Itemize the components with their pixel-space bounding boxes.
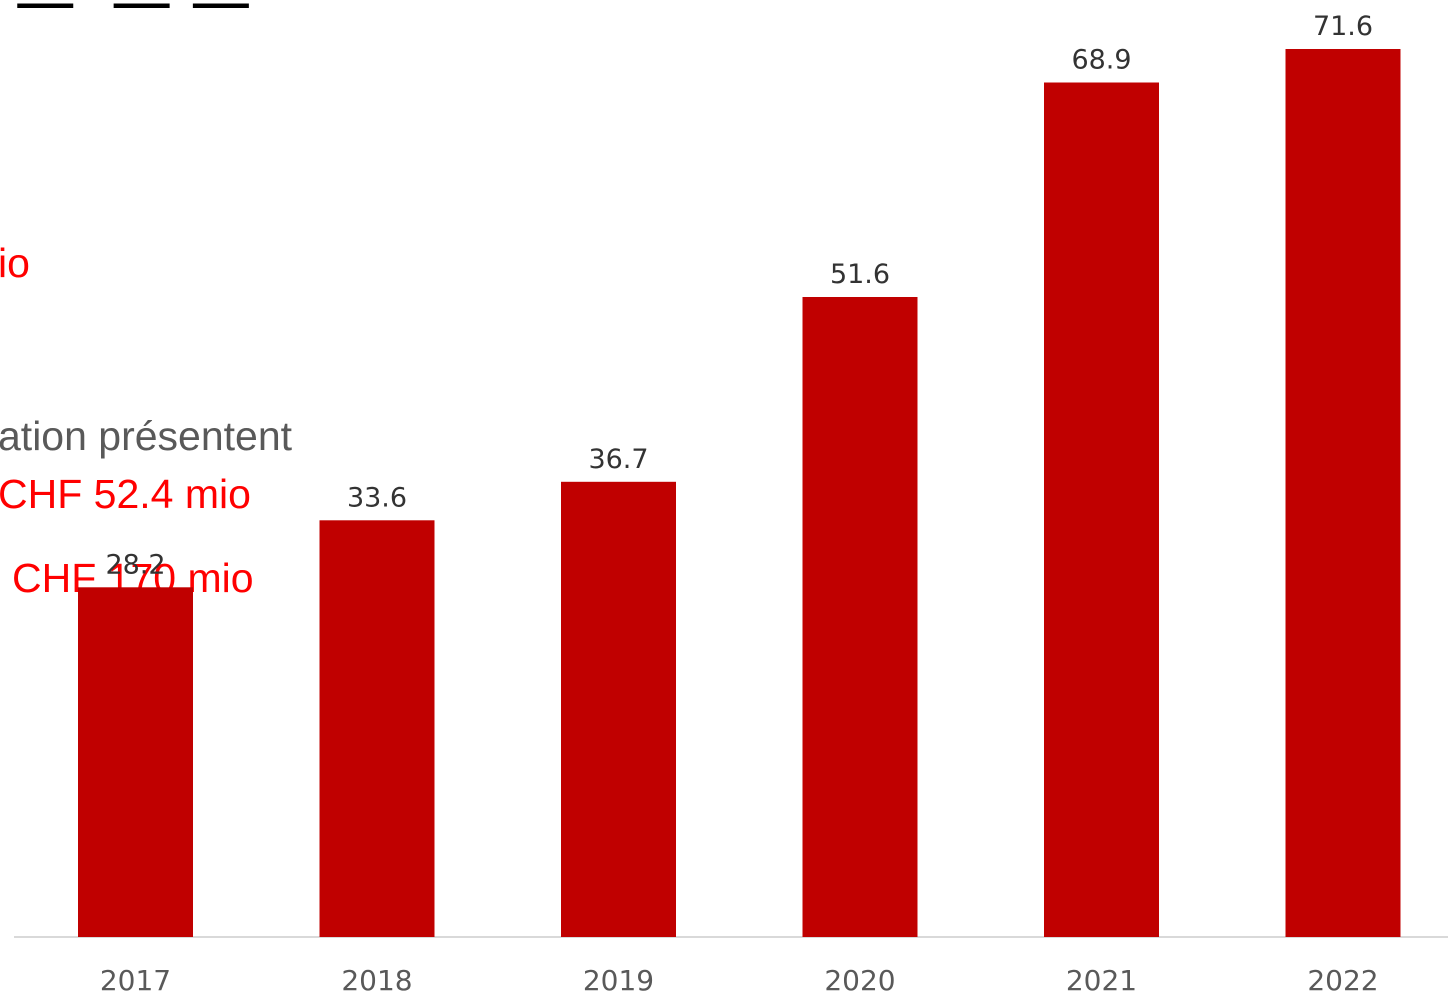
x-tick-labels-layer: 2017 2018 2019 2020 2021 2022 <box>100 964 1379 995</box>
data-label-2019: 36.7 <box>588 444 648 475</box>
bar-2020 <box>802 297 918 937</box>
data-label-2018: 33.6 <box>347 482 407 513</box>
x-tick-label-2022: 2022 <box>1307 964 1378 995</box>
slide-title-text: — — — <box>0 0 300 8</box>
x-tick-label-2019: 2019 <box>583 964 654 995</box>
data-label-2021: 68.9 <box>1071 45 1131 76</box>
bar-2018 <box>319 520 435 937</box>
slide-text-presentent: ation présentent <box>0 413 293 459</box>
bar-2021 <box>1044 82 1159 937</box>
value-labels-layer: 28.2 33.6 36.7 51.6 68.9 71.6 <box>105 11 1373 580</box>
x-tick-label-2020: 2020 <box>824 964 895 995</box>
slide-text-chf-52: CHF 52.4 mio <box>0 471 251 517</box>
data-label-2017: 28.2 <box>105 549 165 580</box>
data-label-2022: 71.6 <box>1313 11 1373 42</box>
slide-title-fragment: — — — <box>0 0 300 8</box>
x-tick-label-2021: 2021 <box>1066 964 1137 995</box>
bar-2022 <box>1285 49 1401 937</box>
data-label-2020: 51.6 <box>830 259 890 290</box>
x-tick-label-2017: 2017 <box>100 964 171 995</box>
bars-layer <box>78 49 1401 937</box>
bar-2019 <box>561 481 676 937</box>
bar-2017 <box>78 587 193 937</box>
x-tick-label-2018: 2018 <box>341 964 412 995</box>
slide-text-mio: io <box>0 240 30 286</box>
